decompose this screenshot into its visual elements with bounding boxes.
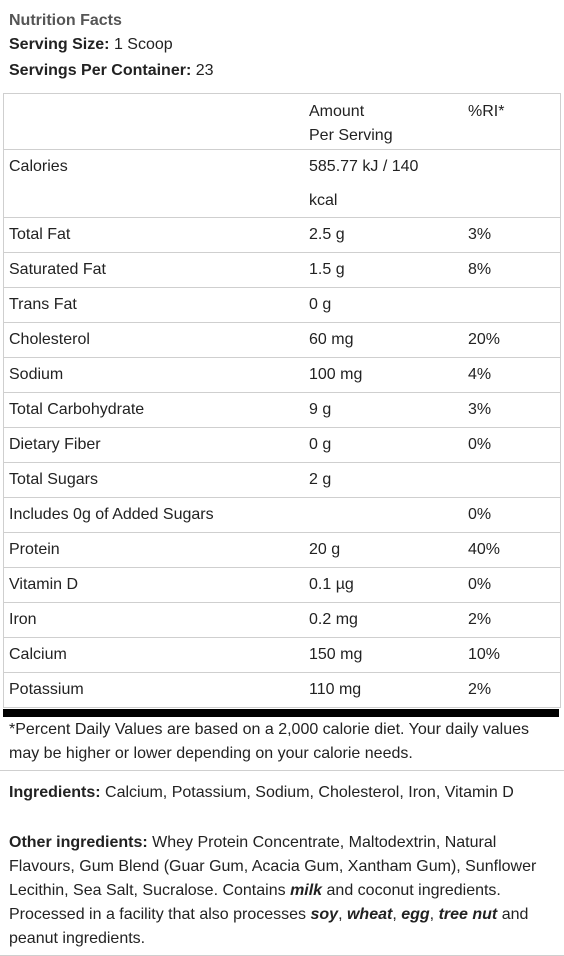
ingredients-text: Calcium, Potassium, Sodium, Cholesterol,… <box>105 784 514 801</box>
nutrient-name: Potassium <box>9 681 84 698</box>
nutrient-name: Total Carbohydrate <box>9 401 145 418</box>
col-amount-line2: Per Serving <box>309 127 393 144</box>
ingredients: Ingredients: Calcium, Potassium, Sodium,… <box>9 781 559 805</box>
calories-label: Calories <box>9 158 68 175</box>
nutrient-amount: 2 g <box>309 471 332 488</box>
nutrition-table: Amount Per Serving %RI* Calories 585.77 … <box>3 93 561 708</box>
nutrient-ri: 3% <box>468 401 492 418</box>
nutrient-name: Calcium <box>9 646 67 663</box>
nutrient-ri: 3% <box>468 226 492 243</box>
allergen-egg: egg <box>401 906 430 923</box>
servings-label: Servings Per Container: <box>9 62 192 79</box>
other-ingredients: Other ingredients: Whey Protein Concentr… <box>9 831 557 951</box>
allergen-wheat: wheat <box>346 906 393 923</box>
table-row: Dietary Fiber 0 g 0% <box>4 428 560 463</box>
nutrient-amount: 0.2 mg <box>309 611 358 628</box>
col-amount-header: Amount Per Serving <box>309 100 393 148</box>
nutrient-name: Saturated Fat <box>9 261 106 278</box>
table-row: Vitamin D 0.1 µg 0% <box>4 568 560 603</box>
allergen-tree-nut: tree nut <box>438 906 498 923</box>
nutrient-ri: 0% <box>468 576 492 593</box>
nutrient-name: Vitamin D <box>9 576 79 593</box>
table-header-row: Amount Per Serving %RI* <box>4 94 560 150</box>
nutrient-ri: 10% <box>468 646 501 663</box>
table-row: Total Carbohydrate 9 g 3% <box>4 393 560 428</box>
allergen-soy: soy <box>310 906 339 923</box>
calories-row: Calories 585.77 kJ / 140 kcal <box>4 150 560 218</box>
serving-size: Serving Size: 1 Scoop <box>9 32 555 58</box>
nutrient-ri: 2% <box>468 611 492 628</box>
nutrient-amount: 100 mg <box>309 366 363 383</box>
nutrient-name: Total Fat <box>9 226 71 243</box>
nutrient-ri: 4% <box>468 366 492 383</box>
nutrient-name: Cholesterol <box>9 331 90 348</box>
divider <box>0 770 564 771</box>
panel-title: Nutrition Facts <box>9 12 122 29</box>
table-row: Calcium 150 mg 10% <box>4 638 560 673</box>
nutrient-name: Trans Fat <box>9 296 77 313</box>
other-ingredients-part3: and peanut ingredients. <box>9 906 529 947</box>
nutrient-amount: 0.1 µg <box>309 576 354 593</box>
nutrient-amount: 2.5 g <box>309 226 345 243</box>
table-row: Cholesterol 60 mg 20% <box>4 323 560 358</box>
nutrient-name: Dietary Fiber <box>9 436 101 453</box>
table-row: Protein 20 g 40% <box>4 533 560 568</box>
comma: , <box>429 906 435 923</box>
calories-value: 585.77 kJ / 140 kcal <box>309 150 418 218</box>
servings-per-container: Servings Per Container: 23 <box>9 58 555 84</box>
nutrient-amount: 1.5 g <box>309 261 345 278</box>
nutrient-name: Sodium <box>9 366 64 383</box>
footnote: *Percent Daily Values are based on a 2,0… <box>9 721 530 762</box>
allergen-milk: milk <box>290 882 323 899</box>
nutrient-ri: 8% <box>468 261 492 278</box>
other-ingredients-part1: Whey Protein Concentrate, Maltodextrin, … <box>9 834 537 899</box>
nutrient-name: Protein <box>9 541 60 558</box>
comma: , <box>338 906 343 923</box>
nutrient-rows: Total Fat 2.5 g 3% Saturated Fat 1.5 g 8% Tran… <box>4 218 560 708</box>
nutrient-amount: 60 mg <box>309 331 354 348</box>
nutrient-ri: 40% <box>468 541 501 558</box>
nutrient-amount: 9 g <box>309 401 332 418</box>
serving-size-value: 1 Scoop <box>113 36 173 53</box>
nutrient-ri: 2% <box>468 681 492 698</box>
serving-size-label: Serving Size: <box>9 36 110 53</box>
nutrient-amount: 150 mg <box>309 646 363 663</box>
nutrient-ri: 0% <box>468 436 492 453</box>
nutrient-ri: 0% <box>468 506 492 523</box>
table-row: Total Sugars 2 g <box>4 463 560 498</box>
calories-line1: 585.77 kJ / 140 <box>309 158 419 175</box>
nutrient-name: Iron <box>9 611 37 628</box>
servings-value: 23 <box>195 62 214 79</box>
nutrient-amount: 0 g <box>309 296 332 313</box>
table-row: Includes 0g of Added Sugars 0% <box>4 498 560 533</box>
other-ingredients-part2: and coconut ingredients. Processed in a … <box>9 882 501 923</box>
table-row: Trans Fat 0 g <box>4 288 560 323</box>
table-row: Saturated Fat 1.5 g 8% <box>4 253 560 288</box>
other-ingredients-label: Other ingredients: <box>9 834 148 851</box>
calories-line2: kcal <box>309 192 338 209</box>
table-row: Sodium 100 mg 4% <box>4 358 560 393</box>
thick-divider <box>3 709 559 717</box>
nutrient-amount: 110 mg <box>309 681 362 698</box>
table-row: Potassium 110 mg 2% <box>4 673 560 708</box>
nutrition-header: Nutrition Facts Serving Size: 1 Scoop Se… <box>0 0 564 84</box>
col-amount-line1: Amount <box>309 103 365 120</box>
col-ri-header: %RI* <box>468 103 505 120</box>
nutrient-amount: 20 g <box>309 541 341 558</box>
nutrient-name: Includes 0g of Added Sugars <box>9 506 214 523</box>
nutrient-name: Total Sugars <box>9 471 98 488</box>
table-row: Total Fat 2.5 g 3% <box>4 218 560 253</box>
ingredients-label: Ingredients: <box>9 784 101 801</box>
nutrient-ri: 20% <box>468 331 501 348</box>
table-row: Iron 0.2 mg 2% <box>4 603 560 638</box>
comma: , <box>392 906 397 923</box>
nutrient-amount: 0 g <box>309 436 332 453</box>
